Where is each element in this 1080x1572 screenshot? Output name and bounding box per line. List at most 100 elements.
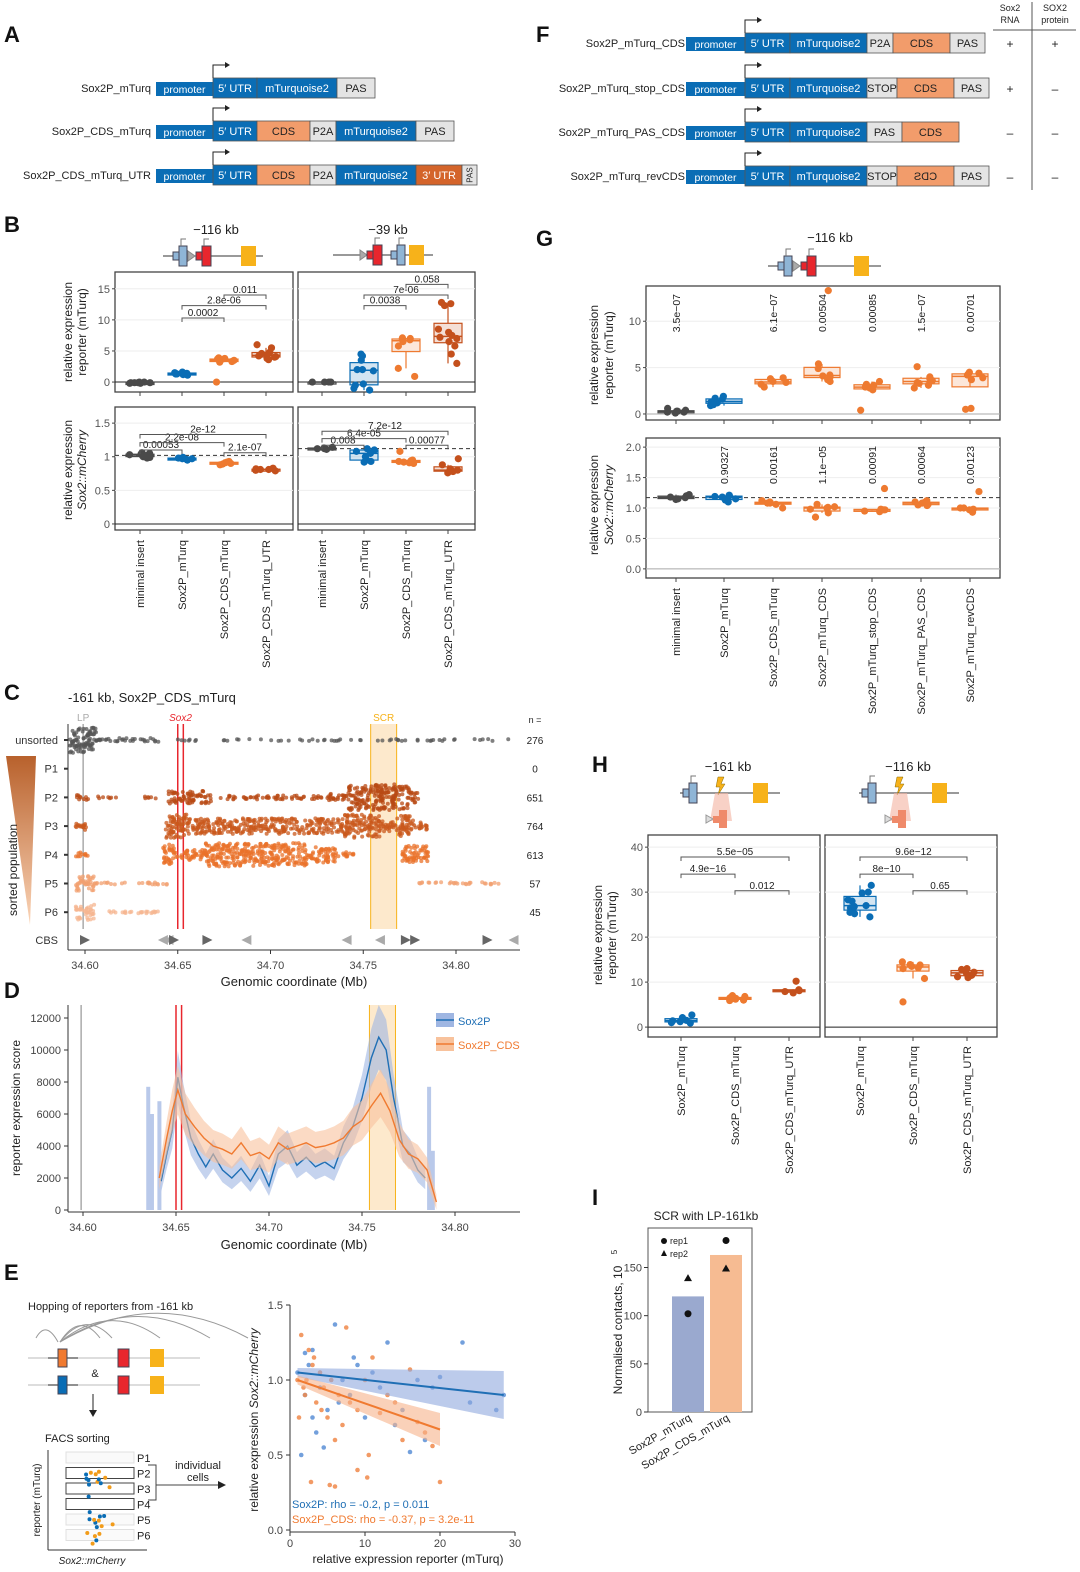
data-point (76, 886, 81, 891)
ctcf-site-right-icon (80, 935, 90, 945)
data-point (240, 849, 245, 854)
data-point (275, 857, 280, 862)
gate-label: P3 (137, 1484, 150, 1496)
data-point (302, 842, 307, 847)
data-point (453, 334, 461, 343)
data-point (405, 459, 413, 467)
scr-enhancer-icon (150, 1376, 164, 1394)
arrowhead-icon (225, 62, 230, 68)
bar-Sox2P_CDS_mTurq (710, 1254, 742, 1412)
data-point (209, 847, 214, 852)
scatter-point-Sox2P_CDS (298, 1332, 304, 1338)
data-point (258, 862, 263, 867)
segment-box (156, 125, 213, 139)
data-point (758, 497, 766, 505)
data-point (180, 790, 185, 795)
y-tick-label: 10 (98, 315, 110, 327)
data-point (387, 807, 392, 812)
data-point (666, 493, 675, 501)
data-point (269, 738, 274, 743)
data-point (344, 853, 349, 858)
table-header-rna: RNA (1000, 15, 1019, 25)
data-point (961, 967, 970, 975)
tss-arrow-icon (398, 237, 404, 245)
data-point (266, 859, 271, 864)
data-point (362, 822, 367, 827)
data-point (401, 851, 406, 856)
reporter-small-icon (682, 788, 690, 798)
data-point (394, 828, 399, 833)
x-category-label: Sox2P_mTurq_PAS_CDS (916, 588, 928, 715)
data-point (328, 797, 333, 802)
significance-bracket (405, 283, 449, 289)
data-point (741, 993, 749, 1002)
lp-label: LP (77, 713, 90, 724)
data-point (273, 828, 278, 833)
cell-point (97, 1514, 102, 1519)
data-point (300, 738, 305, 743)
construct-segment-promoter (156, 125, 213, 139)
y-axis-label: Sox2::mCherry (602, 464, 616, 545)
p-value-label: 7.2e-12 (368, 421, 402, 432)
data-point (217, 864, 222, 869)
data-point (75, 823, 80, 828)
data-point (232, 851, 237, 856)
data-point (167, 801, 172, 806)
cell-point (87, 1482, 92, 1487)
data-point (227, 794, 232, 799)
data-point (222, 818, 227, 823)
scatter-point-Sox2P_CDS (313, 1400, 319, 1405)
data-point (387, 794, 392, 799)
data-point (881, 506, 889, 514)
cell-point (92, 1517, 97, 1522)
data-point (272, 863, 277, 868)
data-point (146, 795, 151, 800)
data-point (342, 794, 347, 799)
data-point (124, 736, 129, 741)
data-point (403, 738, 408, 743)
cell-point (103, 1475, 108, 1480)
data-point (366, 793, 371, 798)
data-point (325, 378, 333, 386)
schematic-title: Hopping of reporters from -161 kb (28, 1301, 193, 1313)
data-point (211, 861, 216, 866)
panel-letter-B: B (4, 212, 20, 237)
data-point (824, 503, 832, 511)
data-point (423, 851, 428, 856)
significance-bracket (181, 317, 225, 323)
data-point (409, 826, 414, 831)
data-point (140, 881, 145, 886)
data-point (274, 817, 279, 822)
significance-bracket (223, 294, 267, 300)
data-point (913, 363, 921, 371)
data-point (400, 822, 405, 827)
data-point (373, 821, 378, 826)
x-category-label: Sox2P_mTurq (719, 588, 731, 658)
data-point (344, 823, 349, 828)
data-point (447, 350, 455, 358)
data-point (361, 453, 370, 461)
data-point (875, 377, 884, 386)
y-axis-label: reporter (mTurq) (602, 311, 616, 399)
data-point (161, 881, 166, 886)
sparse-signal-bar (149, 1114, 154, 1210)
data-point (178, 368, 186, 376)
data-point (77, 742, 82, 747)
data-point (309, 827, 314, 832)
reporter-small-icon (172, 251, 180, 261)
significance-bracket (405, 444, 449, 450)
n-header: n = (529, 715, 542, 725)
data-point (181, 794, 186, 799)
scatter-point-Sox2P (407, 1449, 413, 1455)
x-tick-label: 34.80 (442, 960, 470, 972)
data-point (186, 797, 191, 802)
tss-arrow-icon (744, 108, 757, 122)
data-point (375, 738, 380, 743)
panel-letter-E: E (4, 1260, 19, 1285)
data-point (212, 378, 221, 386)
data-point (170, 825, 175, 830)
data-point (914, 964, 922, 972)
construct-segment-pasv (461, 164, 478, 186)
x-category-label: minimal insert (317, 540, 329, 608)
data-point (486, 737, 491, 742)
